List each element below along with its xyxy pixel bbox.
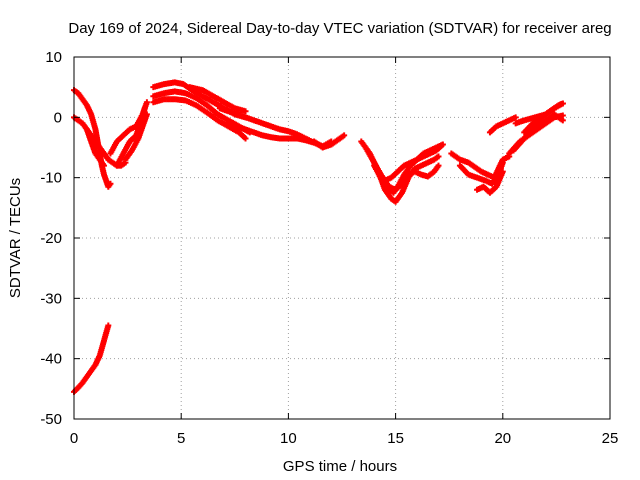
- data-point: [559, 117, 566, 124]
- y-tick-label: -30: [40, 290, 62, 307]
- x-tick-label: 15: [387, 430, 404, 447]
- series-seg-r: [375, 141, 446, 184]
- x-tick-label: 20: [494, 430, 511, 447]
- y-tick-label: -20: [40, 230, 62, 247]
- data-point: [242, 135, 249, 142]
- data-points: [71, 79, 566, 395]
- data-point: [105, 322, 112, 329]
- data-point: [141, 105, 148, 112]
- data-point: [512, 114, 519, 121]
- chart-title: Day 169 of 2024, Sidereal Day-to-day VTE…: [68, 20, 611, 37]
- y-tick-label: -50: [40, 411, 62, 428]
- data-point: [499, 168, 506, 175]
- x-tick-label: 25: [602, 430, 619, 447]
- data-point: [499, 159, 506, 166]
- x-axis-label: GPS time / hours: [283, 458, 397, 475]
- series-seg-v: [486, 114, 519, 136]
- series-seg-g: [122, 111, 150, 163]
- series-seg-z: [521, 100, 566, 136]
- data-point: [101, 162, 108, 169]
- data-point: [435, 162, 442, 169]
- y-tick-label: 0: [54, 109, 62, 126]
- series-seg-n: [311, 132, 348, 151]
- data-point: [242, 108, 249, 115]
- data-point: [341, 132, 348, 139]
- y-tick-label: -10: [40, 170, 62, 187]
- series-seg-j: [150, 96, 249, 142]
- series-seg-d: [71, 322, 112, 395]
- data-point: [143, 111, 150, 118]
- x-tick-label: 5: [177, 430, 185, 447]
- series-seg-k: [186, 84, 249, 115]
- data-point: [143, 99, 150, 106]
- data-point: [559, 100, 566, 107]
- series-seg-t: [456, 159, 506, 187]
- data-point: [439, 141, 446, 148]
- series-seg-u: [474, 168, 506, 196]
- data-point: [435, 153, 442, 160]
- y-tick-label: -40: [40, 351, 62, 368]
- series-seg-x: [510, 111, 566, 154]
- grid: [74, 57, 610, 419]
- series-seg-c: [83, 126, 108, 169]
- data-point: [107, 180, 114, 187]
- axis-ticks: 0 5 10 15 20 25 10 0 -10 -20 -30 -40 -50: [40, 49, 618, 447]
- y-tick-label: 10: [45, 49, 62, 66]
- x-tick-label: 10: [280, 430, 297, 447]
- y-axis-label: SDTVAR / TECUs: [7, 178, 24, 298]
- x-tick-label: 0: [70, 430, 78, 447]
